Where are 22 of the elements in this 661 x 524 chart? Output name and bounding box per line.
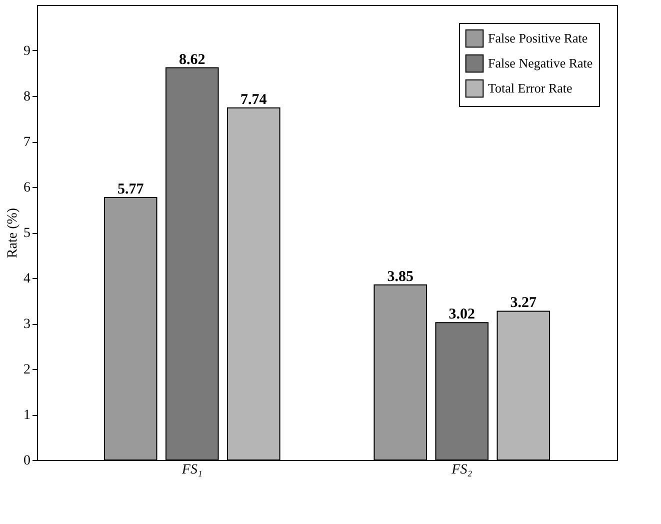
data-label: 3.27 [510, 295, 538, 312]
data-label: 8.62 [178, 52, 206, 68]
y-tick-label: 0 [24, 454, 30, 468]
y-tick-label: 1 [24, 408, 30, 423]
y-tick-label: 2 [24, 362, 30, 378]
y-tick-label: 7 [24, 135, 30, 150]
y-tick-label: 5 [24, 226, 30, 241]
data-label: 7.74 [240, 92, 268, 108]
x-tick-label: FS₂ [450, 462, 472, 478]
y-tick-label: 9 [24, 44, 30, 59]
data-label: 3.85 [387, 268, 414, 285]
legend-label: False Positive Rate [488, 30, 588, 46]
legend-label: False Negative Rate [488, 56, 593, 70]
x-tick-label: FS₁ [180, 462, 202, 478]
y-tick-label: 6 [24, 180, 30, 196]
y-tick-label: 4 [24, 272, 30, 286]
y-tick-label: 3 [24, 317, 30, 332]
data-label: 5.77 [117, 181, 144, 198]
y-axis-title: Rate (%) [6, 208, 20, 258]
y-tick-label: 8 [24, 90, 30, 104]
legend-label: Total Error Rate [488, 80, 573, 96]
data-label: 3.02 [448, 306, 476, 323]
